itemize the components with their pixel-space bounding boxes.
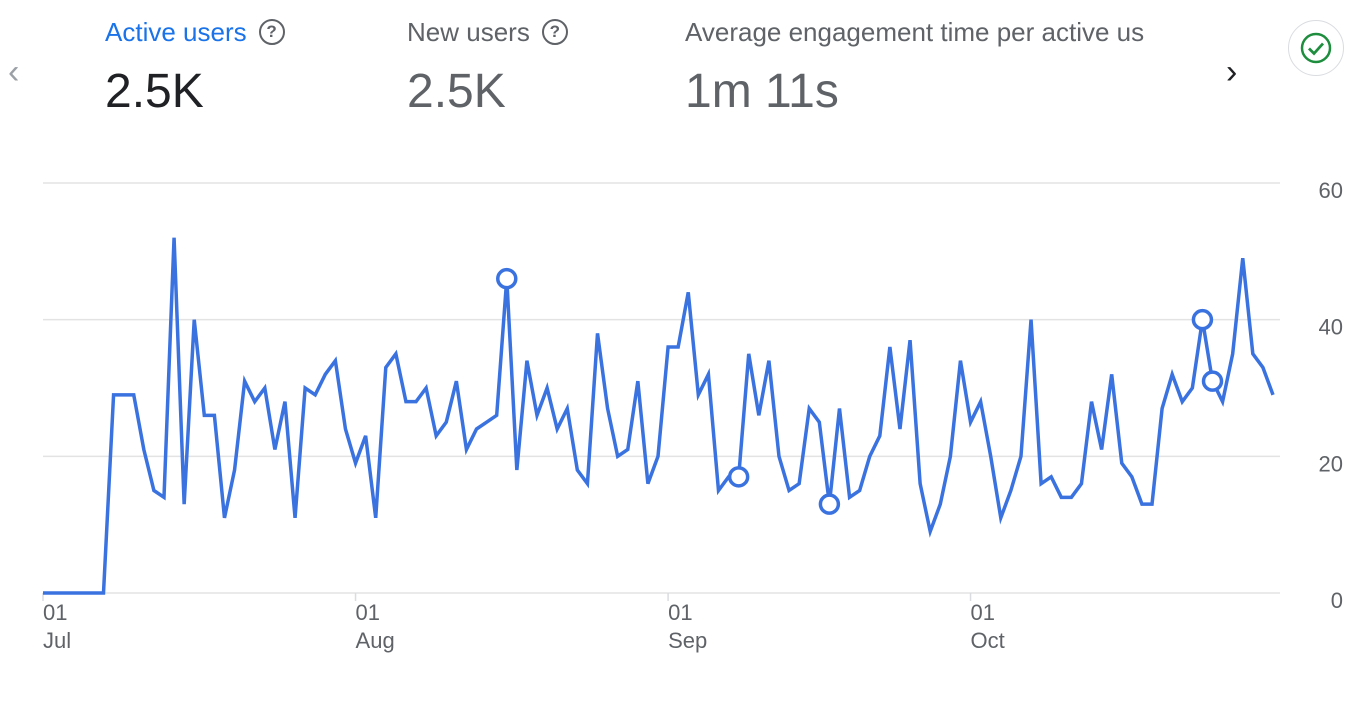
y-tick-label: 20	[1319, 451, 1343, 476]
x-tick-day: 01	[668, 600, 692, 625]
y-tick-label: 60	[1319, 178, 1343, 203]
tab-average-engagement-time[interactable]: Average engagement time per active us 1m…	[685, 14, 1200, 119]
tab-active-users[interactable]: Active users? 2.5K	[105, 14, 385, 119]
y-tick-label: 0	[1331, 588, 1343, 613]
tab-label: Average engagement time per active us	[685, 16, 1145, 47]
anomaly-marker	[818, 493, 841, 515]
active-users-line	[43, 237, 1275, 595]
x-tick-day: 01	[43, 600, 67, 625]
x-tick-month: Jul	[43, 628, 71, 653]
chevron-left-icon: ‹	[8, 53, 20, 91]
x-tick-month: Aug	[356, 628, 395, 653]
anomaly-marker	[1201, 370, 1224, 392]
y-tick-label: 40	[1319, 315, 1343, 340]
anomaly-marker	[1191, 308, 1214, 331]
metric-value: 1m 11s	[685, 65, 839, 118]
check-circle-icon	[1300, 32, 1332, 64]
x-tick-month: Sep	[668, 628, 707, 653]
anomaly-marker	[727, 466, 750, 488]
help-icon[interactable]: ?	[541, 19, 568, 45]
tab-label: New users	[407, 16, 530, 47]
status-check-button[interactable]	[1288, 20, 1344, 76]
chevron-right-icon: ›	[1226, 53, 1238, 91]
anomaly-marker	[496, 267, 518, 290]
x-tick-day: 01	[971, 600, 995, 625]
help-icon[interactable]: ?	[258, 19, 285, 45]
tab-new-users[interactable]: New users? 2.5K	[407, 14, 667, 119]
x-tick-day: 01	[356, 600, 380, 625]
previous-metrics-button[interactable]: ‹	[8, 52, 19, 92]
x-tick-month: Oct	[971, 628, 1005, 653]
metric-value: 2.5K	[105, 65, 204, 118]
tab-label: Active users	[105, 16, 247, 47]
metric-value: 2.5K	[407, 65, 506, 118]
next-metrics-button[interactable]: ›	[1226, 52, 1237, 92]
